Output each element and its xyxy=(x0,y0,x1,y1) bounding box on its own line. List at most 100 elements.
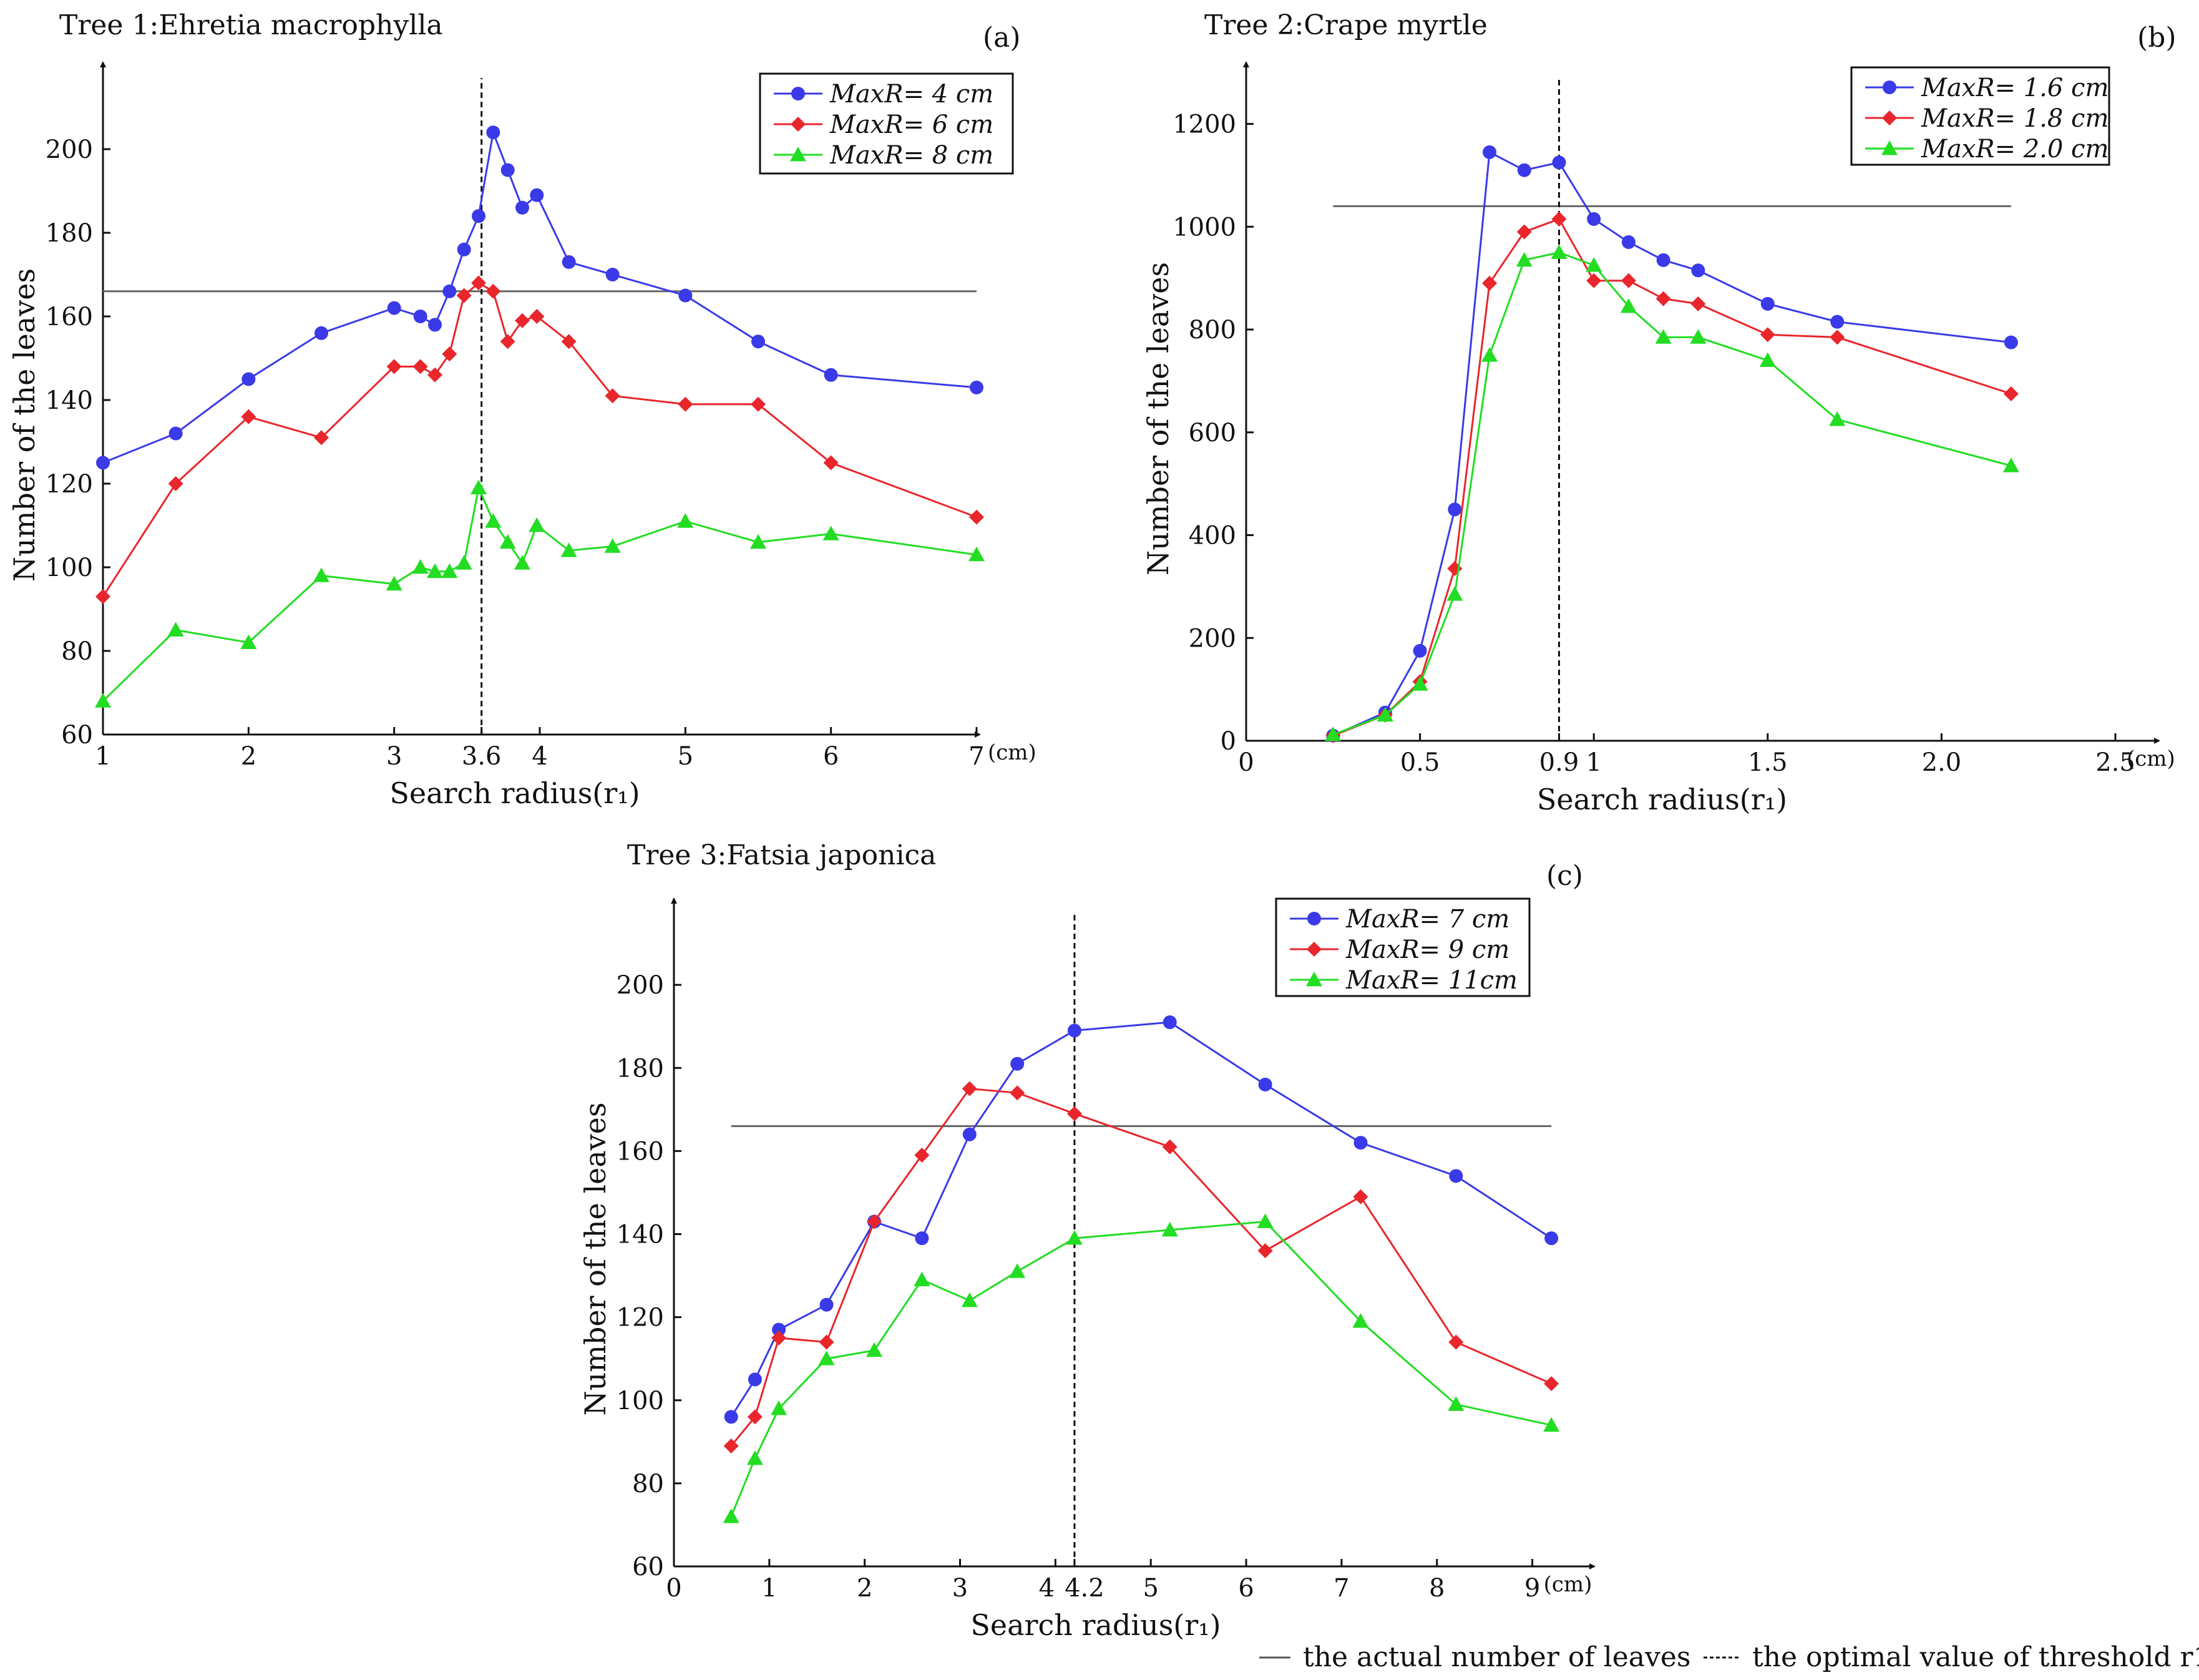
panel-c-y-tick-label: 120 xyxy=(617,1304,664,1332)
panel-c-series-2-point xyxy=(1353,1189,1368,1204)
panel-b-series-2-point xyxy=(1690,296,1706,311)
panel-b-series-3-line xyxy=(1332,251,2012,736)
panel-b-series-2-point xyxy=(1516,224,1532,240)
panel-b-series-3-point xyxy=(1620,298,1637,313)
panel-b-series-2-point xyxy=(1551,211,1567,227)
panel-b-series-3-point xyxy=(1759,352,1776,367)
panel-a-series-3-point xyxy=(167,622,184,637)
panel-c-legend-marker xyxy=(1307,942,1322,957)
panel-a-series-2-point xyxy=(241,409,256,424)
panel-b-series-1-point xyxy=(1621,235,1636,250)
panel-b-x-tick-label: 1.5 xyxy=(1748,748,1788,777)
panel-a-series-3-point xyxy=(240,634,257,649)
bottom-legend: the actual number of leaves the optimal … xyxy=(1259,1641,2199,1673)
panel-b-series-1-point xyxy=(1587,212,1601,226)
panel-b-chart: Tree 2:Crape myrtle (b) 0 0.5 0.9 1 1.5 2.0 2.5(… xyxy=(1141,9,2177,816)
panel-b-series-1-point xyxy=(1517,163,1531,177)
panel-a-y-tick-label: 60 xyxy=(61,721,93,750)
panel-a-series-2-point xyxy=(678,396,693,412)
panel-b-y-axis-label: Number of the leaves xyxy=(1141,262,1175,575)
panel-c-y-tick-label: 140 xyxy=(617,1221,664,1249)
panel-a-y-tick-label: 120 xyxy=(46,470,93,499)
panel-c-series-3-point xyxy=(914,1271,930,1287)
panel-a-series-1-point xyxy=(751,335,765,349)
panel-c-x-tick-label: 4.2 xyxy=(1065,1574,1104,1603)
panel-a-legend-marker xyxy=(791,87,805,100)
panel-a-y-tick-label: 140 xyxy=(46,386,93,415)
panel-c-series-1-point xyxy=(1010,1057,1025,1071)
panel-c-legend-label: MaxR= 11cm xyxy=(1345,966,1518,995)
panel-a-series-3-point xyxy=(441,563,458,579)
panel-a-x-tick-label: 5 xyxy=(678,742,693,771)
panel-b-series-3-point xyxy=(1516,252,1533,267)
panel-c-series-1-point xyxy=(748,1372,762,1387)
panel-b-series-1-line xyxy=(1332,150,2012,737)
optimal-threshold-legend-label: the optimal value of threshold r1 xyxy=(1752,1641,2199,1673)
panel-a-series-3-point xyxy=(677,513,694,528)
panel-b-series-1-point xyxy=(1760,296,1775,311)
panel-a-series-2-point xyxy=(969,509,984,525)
panel-b-series-3-point xyxy=(1377,706,1393,722)
panel-c-legend-marker xyxy=(1306,972,1322,987)
panel-a-x-unit: (cm) xyxy=(988,740,1036,765)
panel-c-series-2-point xyxy=(1257,1243,1273,1259)
panel-b-series-3-point xyxy=(1325,726,1342,741)
panel-b-legend-marker xyxy=(1883,81,1896,94)
panel-a-legend-marker xyxy=(790,147,806,162)
panel-a-series-1-point xyxy=(168,426,183,441)
panel-a-series-3-point xyxy=(529,517,545,532)
panel-c-x-tick-label: 5 xyxy=(1143,1574,1158,1603)
panel-c-legend-label: MaxR= 9 cm xyxy=(1345,935,1509,964)
panel-a-series-3-point xyxy=(560,542,577,557)
panel-b-series-2-point xyxy=(1830,330,1845,345)
panel-a-series-3-point xyxy=(386,575,402,591)
panel-b-series-2-point xyxy=(1621,273,1636,288)
panel-c-series-1-point xyxy=(1067,1023,1081,1038)
panel-a-series-2-point xyxy=(561,334,577,349)
panel-c-legend-label: MaxR= 7 cm xyxy=(1345,905,1509,934)
panel-b-x-axis-label: Search radius(r₁) xyxy=(1537,783,1787,816)
panel-c-series-2-point xyxy=(747,1409,763,1425)
panel-a-series-2-point xyxy=(500,334,515,349)
panel-c-y-tick-label: 100 xyxy=(617,1387,664,1415)
panel-c-x-tick-label: 9 xyxy=(1524,1574,1540,1603)
panel-b-x-tick-label: 1 xyxy=(1586,748,1601,777)
panel-a-series-1-point xyxy=(678,288,693,303)
panel-a-series-1-point xyxy=(428,318,442,332)
panel-b-x-tick-label: 2.0 xyxy=(1922,748,1962,777)
panel-b-series-1-point xyxy=(1552,155,1566,170)
panel-a-x-tick-label: 6 xyxy=(823,742,839,771)
panel-a-series-1-point xyxy=(486,125,500,140)
panel-c-series-3-point xyxy=(1352,1313,1369,1328)
panel-c-series-3-point xyxy=(1066,1230,1083,1245)
panel-c-x-tick-label: 7 xyxy=(1334,1574,1349,1603)
panel-c-series-2-point xyxy=(962,1081,977,1096)
panel-c-series-2-point xyxy=(914,1148,930,1163)
panel-c-series-2-point xyxy=(1066,1106,1082,1121)
panel-b-y-tick-label: 600 xyxy=(1189,419,1236,447)
panel-a-series-1-point xyxy=(530,188,544,202)
panel-b-series-2-point xyxy=(1586,273,1602,288)
panel-a-series-1-point xyxy=(314,326,328,340)
panel-c-label: (c) xyxy=(1546,860,1583,892)
panel-a-legend-label: MaxR= 4 cm xyxy=(829,80,993,109)
panel-a-y-tick-label: 80 xyxy=(61,637,93,666)
panel-a-series-3-point xyxy=(456,555,472,570)
panel-b-legend-label: MaxR= 1.8 cm xyxy=(1921,104,2109,133)
panel-a-series-3-point xyxy=(514,555,530,570)
panel-c-series-3-point xyxy=(723,1508,739,1523)
panel-c-series-3-point xyxy=(1161,1221,1178,1237)
panel-a-series-2-point xyxy=(456,288,472,303)
panel-a-series-1-line xyxy=(102,129,977,464)
panel-b-series-1-point xyxy=(1656,253,1670,267)
panel-a-series-3-point xyxy=(499,534,516,549)
panel-c-series-1-point xyxy=(1449,1169,1463,1183)
panel-b-x-tick-label: 0 xyxy=(1238,748,1254,777)
panel-a-series-1-point xyxy=(472,209,485,223)
panel-a-series-1-point xyxy=(241,372,256,386)
panel-a-title: Tree 1:Ehretia macrophylla xyxy=(59,9,443,41)
panel-c-y-tick-label: 60 xyxy=(632,1553,664,1581)
panel-c-series-2-point xyxy=(866,1214,882,1229)
panel-b-series-1-point xyxy=(2004,335,2018,349)
